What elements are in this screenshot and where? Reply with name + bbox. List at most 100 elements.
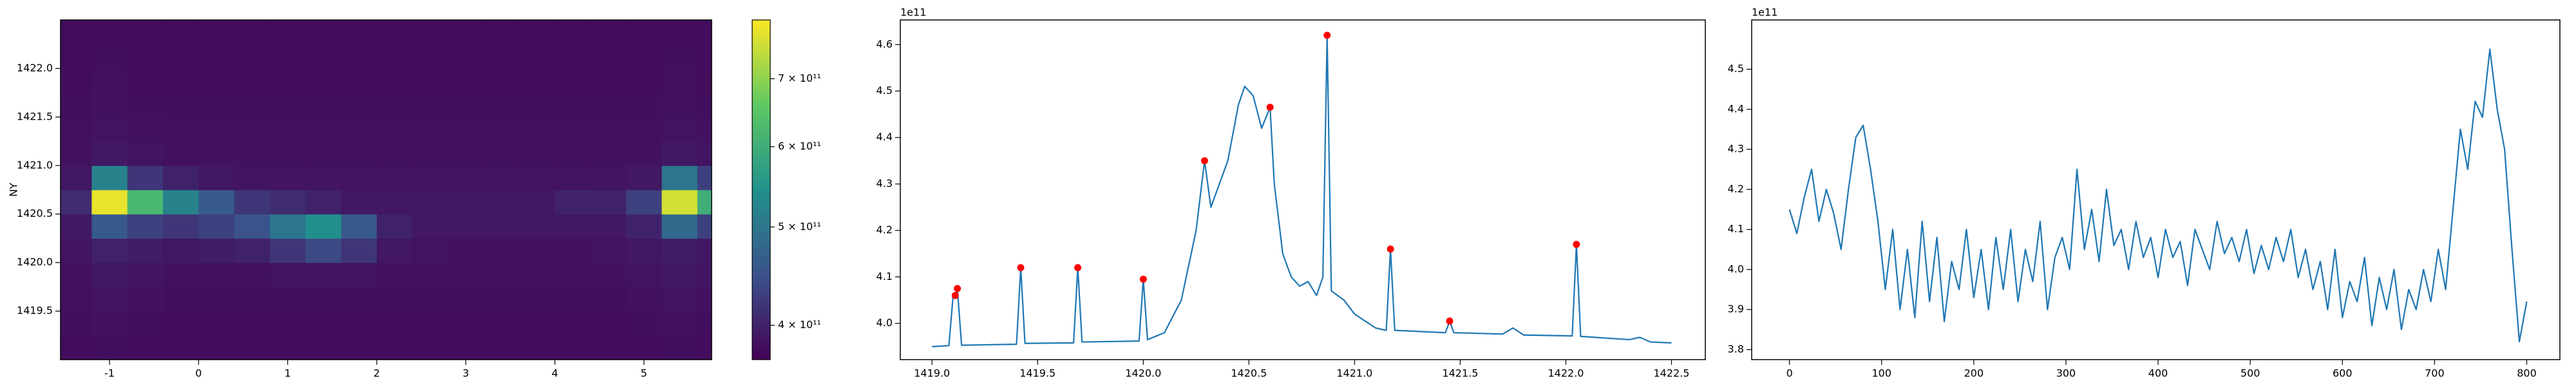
heatmap-cell <box>234 44 270 69</box>
heatmap-cell <box>661 238 698 263</box>
heatmap-cell <box>483 68 520 93</box>
heatmap-cell <box>519 116 556 142</box>
heatmap-cell <box>234 165 270 190</box>
heatmap-cell <box>376 116 413 142</box>
heatmap-cell <box>341 141 377 166</box>
heatmap-cell <box>198 165 235 190</box>
heatmap-cell <box>234 286 270 312</box>
heatmap-cell <box>341 68 377 93</box>
heatmap-cell <box>198 190 235 215</box>
heatmap-cell <box>91 20 128 45</box>
heatmap-cell <box>554 311 591 336</box>
heatmap-cell <box>234 141 270 166</box>
x-tick-label: 1420.0 <box>1125 367 1161 380</box>
heatmap-cell <box>270 190 306 215</box>
heatmap-cell <box>270 68 306 93</box>
heatmap-cell <box>626 286 663 312</box>
heatmap-cell <box>270 165 306 190</box>
heatmap-cell <box>590 262 627 288</box>
heatmap-cell <box>163 335 199 360</box>
x-tick-label: 1422.5 <box>1654 367 1690 380</box>
heatmap-cell <box>127 335 164 360</box>
y-tick-label: 4.6 <box>876 38 893 50</box>
heatmap-cell <box>554 262 591 288</box>
heatmap-cell <box>554 286 591 312</box>
heatmap-cell <box>163 214 199 239</box>
heatmap-cell <box>590 214 627 239</box>
heatmap-cell <box>448 214 484 239</box>
heatmap-cell <box>448 190 484 215</box>
heatmap-cell <box>127 116 164 142</box>
heatmap-cell <box>61 238 93 263</box>
heatmap-cell <box>91 311 128 336</box>
y-tick-label: 4.0 <box>1728 262 1744 275</box>
heatmap-cell <box>163 311 199 336</box>
heatmap-cell <box>61 44 93 69</box>
x-tick-label: 1421.5 <box>1442 367 1478 380</box>
y-tick-label: 1421.5 <box>17 110 53 122</box>
heatmap-cell <box>412 335 449 360</box>
heatmap-cell <box>376 190 413 215</box>
offset-text: 1e11 <box>1752 6 1777 19</box>
heatmap-cell <box>554 214 591 239</box>
y-tick-label: 4.4 <box>876 131 893 143</box>
heatmap-cell <box>661 262 698 288</box>
x-tick-label: 700 <box>2425 367 2445 380</box>
x-tick-label: 200 <box>1964 367 1984 380</box>
heatmap-cell <box>127 286 164 312</box>
heatmap-cell <box>697 93 712 118</box>
heatmap-cell <box>376 165 413 190</box>
heatmap-cell <box>234 214 270 239</box>
x-tick-label: 1419.5 <box>1019 367 1056 380</box>
peak-marker <box>1266 104 1274 111</box>
heatmap-cell <box>697 238 712 263</box>
heatmap-cell <box>91 262 128 288</box>
heatmap-cell <box>626 214 663 239</box>
peak-marker <box>1446 317 1454 325</box>
x-tick-label: 1422.0 <box>1548 367 1584 380</box>
heatmap-cell <box>448 44 484 69</box>
heatmap-cell <box>590 20 627 45</box>
heatmap-cell <box>91 141 128 166</box>
heatmap-cell <box>661 20 698 45</box>
heatmap-cell <box>198 214 235 239</box>
heatmap-cell <box>483 116 520 142</box>
heatmap-cell <box>697 262 712 288</box>
heatmap-cell <box>127 214 164 239</box>
heatmap-cell <box>163 93 199 118</box>
heatmap-cell <box>412 262 449 288</box>
x-tick-label: 600 <box>2333 367 2353 380</box>
heatmap-cell <box>519 93 556 118</box>
heatmap-cell <box>448 262 484 288</box>
heatmap-cell <box>483 93 520 118</box>
heatmap-cell <box>483 190 520 215</box>
peak-marker <box>1573 241 1580 248</box>
y-tick-label: 1422.0 <box>17 62 53 74</box>
peak-marker <box>1200 157 1208 165</box>
heatmap-cell <box>198 44 235 69</box>
y-tick-label: 4.1 <box>876 270 893 282</box>
heatmap-cell <box>626 116 663 142</box>
x-tick-label: -1 <box>104 367 115 380</box>
y-tick-label: 4.3 <box>1728 143 1744 155</box>
heatmap-cell <box>305 165 342 190</box>
heatmap-cell <box>697 286 712 312</box>
heatmap-cell <box>483 141 520 166</box>
heatmap-cell <box>341 335 377 360</box>
heatmap-cell <box>626 93 663 118</box>
y-tick-label: 4.2 <box>1728 183 1744 195</box>
heatmap-cell <box>376 262 413 288</box>
heatmap-cell <box>198 20 235 45</box>
heatmap-cell <box>91 238 128 263</box>
heatmap-cell <box>412 214 449 239</box>
heatmap-cell <box>448 286 484 312</box>
heatmap-cell <box>305 44 342 69</box>
x-tick-label: 1419.0 <box>914 367 950 380</box>
y-axis-label: NY <box>8 183 20 197</box>
peak-marker <box>1387 245 1394 253</box>
heatmap-cell <box>198 238 235 263</box>
heatmap-cell <box>61 311 93 336</box>
heatmap-cell <box>305 335 342 360</box>
heatmap-cell <box>163 20 199 45</box>
heatmap-cell <box>376 93 413 118</box>
